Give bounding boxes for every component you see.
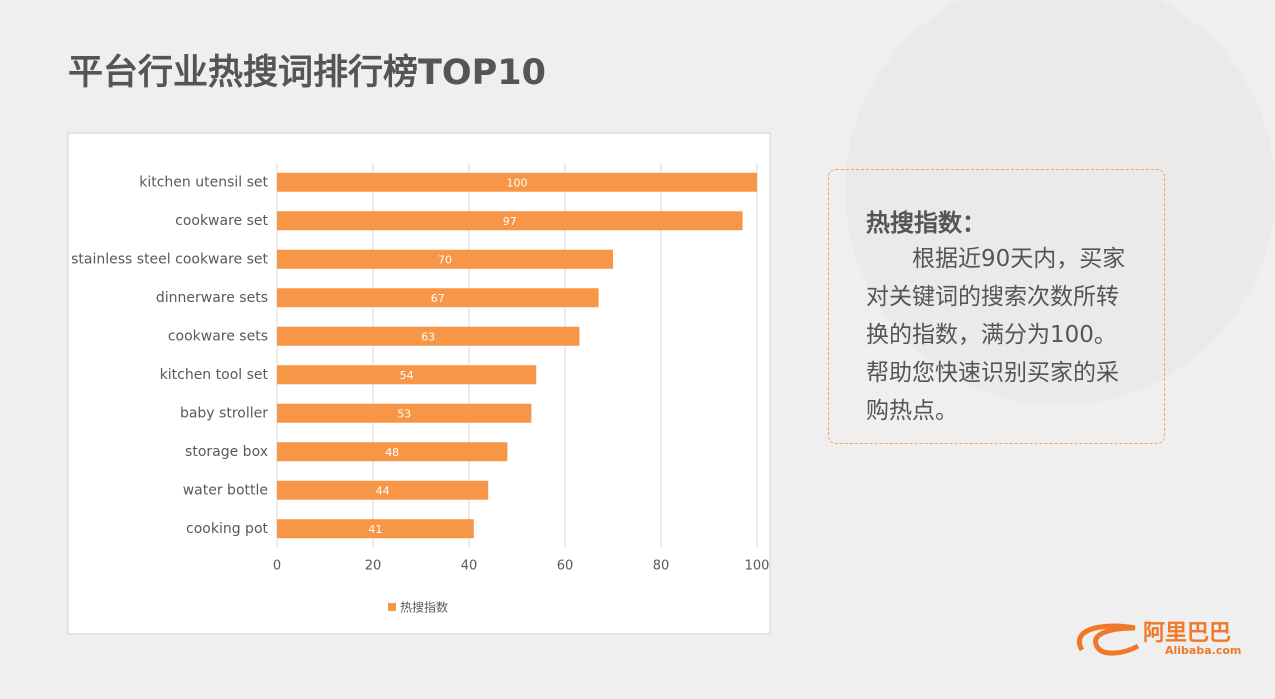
bar [277, 288, 599, 308]
bar [277, 249, 613, 269]
y-tick-label: stainless steel cookware set [71, 251, 268, 267]
x-tick-label: 0 [273, 559, 281, 574]
bar [277, 403, 532, 423]
legend-swatch [388, 603, 396, 611]
y-tick-label: storage box [185, 444, 268, 460]
data-label: 97 [503, 215, 517, 228]
y-tick-label: kitchen tool set [160, 367, 269, 383]
x-tick-label: 20 [365, 559, 382, 574]
data-label: 63 [421, 330, 435, 343]
y-tick-label: water bottle [183, 482, 268, 498]
globe-decoration [845, 0, 1275, 405]
data-label: 48 [385, 446, 399, 459]
data-label: 67 [431, 292, 445, 305]
legend-label: 热搜指数 [400, 600, 448, 615]
logo: 阿里巴巴 Alibaba.com [1077, 621, 1241, 657]
note-heading: 热搜指数： [866, 209, 986, 237]
y-tick-label: kitchen utensil set [139, 174, 268, 190]
y-tick-label: dinnerware sets [156, 290, 268, 306]
data-label: 53 [397, 407, 411, 420]
bar [277, 480, 489, 500]
x-tick-label: 40 [461, 559, 478, 574]
logo-domain: Alibaba.com [1165, 644, 1241, 657]
bar [277, 365, 537, 385]
bar [277, 211, 743, 231]
bar [277, 172, 757, 192]
bar [277, 519, 474, 539]
data-label: 44 [376, 484, 390, 497]
data-label: 41 [368, 523, 382, 536]
logo-name: 阿里巴巴 [1143, 621, 1231, 646]
y-tick-label: cookware set [175, 213, 268, 229]
x-tick-label: 60 [557, 559, 574, 574]
note-box: 热搜指数： 根据近90天内，买家对关键词的搜索次数所转换的指数，满分为100。帮… [828, 169, 1165, 444]
x-tick-label: 100 [745, 559, 770, 574]
slide-title: 平台行业热搜词排行榜TOP10 [68, 53, 546, 93]
y-tick-label: cooking pot [186, 521, 268, 537]
note-body: 根据近90天内，买家对关键词的搜索次数所转换的指数，满分为100。帮助您快速识别… [866, 246, 1126, 424]
y-tick-label: baby stroller [180, 405, 268, 421]
logo-mark [1077, 623, 1140, 656]
y-tick-label: cookware sets [168, 328, 268, 344]
bar [277, 442, 508, 462]
x-tick-label: 80 [653, 559, 670, 574]
data-label: 100 [507, 176, 528, 189]
data-label: 54 [400, 369, 414, 382]
data-label: 70 [438, 253, 452, 266]
bar [277, 326, 580, 346]
